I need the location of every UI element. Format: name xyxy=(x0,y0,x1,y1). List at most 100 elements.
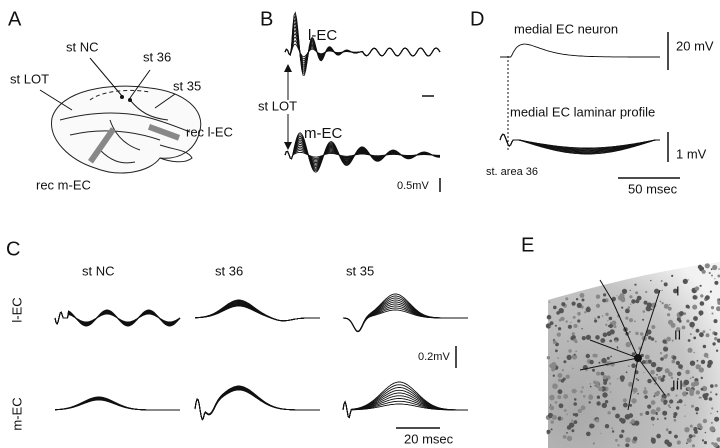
cell xyxy=(607,325,610,328)
cell xyxy=(629,331,631,333)
cell xyxy=(711,407,714,410)
cell xyxy=(687,279,689,281)
cell xyxy=(604,400,609,404)
cell xyxy=(575,350,578,353)
cell xyxy=(711,274,713,277)
cell xyxy=(670,387,675,392)
row-label: l-EC xyxy=(9,297,24,322)
cell xyxy=(614,339,618,343)
cell xyxy=(710,306,715,310)
cell xyxy=(598,361,601,364)
cell xyxy=(566,354,572,360)
cell xyxy=(619,434,624,439)
cell xyxy=(671,339,674,342)
cell xyxy=(659,352,663,355)
cell xyxy=(686,319,690,323)
cell xyxy=(703,441,708,445)
cell xyxy=(601,357,607,364)
column-label: st NC xyxy=(82,263,115,278)
cell xyxy=(712,264,718,271)
cell xyxy=(573,420,578,424)
cell xyxy=(634,320,636,323)
cell xyxy=(689,321,695,328)
cell xyxy=(602,375,607,380)
cell xyxy=(585,334,592,340)
cell xyxy=(695,390,700,395)
cell xyxy=(686,442,688,445)
cell xyxy=(643,371,645,374)
cell xyxy=(654,392,659,397)
cell xyxy=(557,357,559,359)
cell xyxy=(622,375,624,377)
label: medial EC neuron xyxy=(514,21,618,36)
cell xyxy=(661,302,664,305)
cell xyxy=(622,398,627,403)
cell xyxy=(600,338,606,343)
cell xyxy=(694,430,698,434)
cell xyxy=(692,376,694,379)
cell xyxy=(710,384,714,388)
cell xyxy=(695,412,699,415)
cell xyxy=(710,412,712,415)
label: st. area 36 xyxy=(486,166,538,178)
histology-image xyxy=(545,262,720,448)
cell xyxy=(699,365,702,367)
cell xyxy=(662,411,665,414)
column-label: st 35 xyxy=(346,263,374,278)
cell xyxy=(635,331,639,336)
cell xyxy=(650,279,652,282)
cell xyxy=(601,315,604,317)
scale-label: 0.5mV xyxy=(397,180,429,192)
cell xyxy=(699,314,702,316)
cell xyxy=(573,353,576,356)
cell xyxy=(698,396,701,399)
cell xyxy=(642,310,646,313)
label: rec m-EC xyxy=(36,177,91,192)
trace xyxy=(194,387,320,421)
cell xyxy=(571,332,575,336)
layer-label: II xyxy=(674,327,681,342)
cell xyxy=(656,407,661,412)
cell xyxy=(704,263,710,269)
cell xyxy=(672,355,677,360)
cell xyxy=(617,444,620,447)
cell xyxy=(611,406,616,411)
cell xyxy=(549,394,555,401)
scale-label: 0.2mV xyxy=(418,351,450,363)
cell xyxy=(594,317,597,320)
cell xyxy=(556,332,561,337)
cell xyxy=(571,419,574,422)
cell xyxy=(640,332,644,336)
cell xyxy=(589,383,592,385)
cell xyxy=(558,308,564,314)
cell xyxy=(645,290,648,294)
cell xyxy=(577,319,581,323)
cell xyxy=(580,390,583,394)
cell xyxy=(681,325,686,330)
cell xyxy=(692,427,695,430)
cell xyxy=(717,419,719,421)
cell xyxy=(562,435,567,439)
cell xyxy=(609,339,612,343)
cell xyxy=(650,337,655,341)
cell xyxy=(654,383,656,385)
cell xyxy=(605,312,609,316)
cell xyxy=(549,404,552,406)
cell xyxy=(573,398,577,401)
cell xyxy=(659,300,662,303)
cell xyxy=(709,290,713,293)
cell xyxy=(654,340,657,343)
cell xyxy=(623,402,628,408)
cell xyxy=(560,417,564,421)
cell xyxy=(572,367,574,370)
cell xyxy=(700,387,704,391)
cell xyxy=(600,432,602,434)
cell xyxy=(663,338,666,341)
cell xyxy=(588,401,591,404)
label: l-EC xyxy=(308,27,337,44)
cell xyxy=(606,356,610,360)
cell xyxy=(577,408,582,414)
cell xyxy=(619,293,625,299)
cell xyxy=(684,415,686,417)
cell xyxy=(699,301,705,306)
